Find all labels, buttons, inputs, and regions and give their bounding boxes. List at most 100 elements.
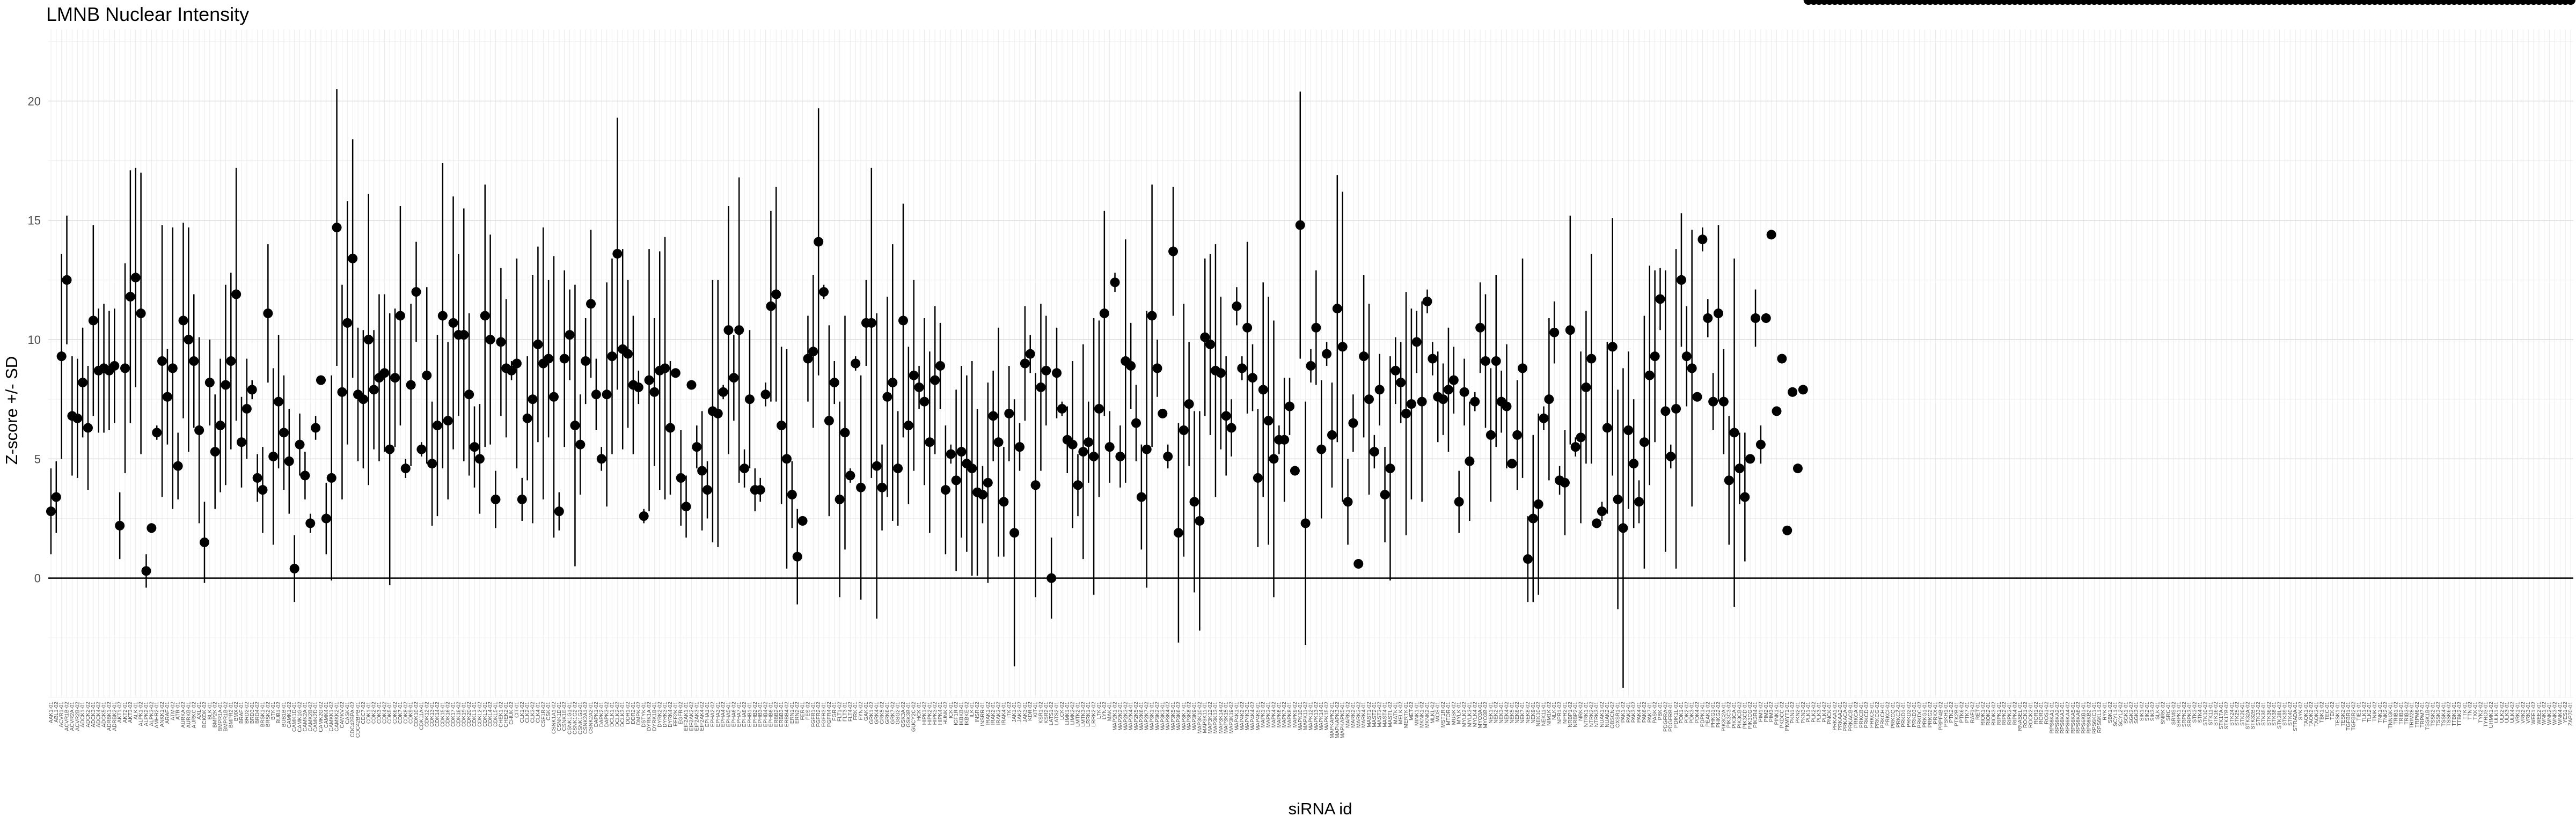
x-tick-label: BRD2-02 xyxy=(244,702,250,724)
data-point xyxy=(1380,490,1390,500)
x-tick-label: OBSCN-02 xyxy=(1610,702,1616,729)
x-tick-label: SIK2-01 xyxy=(2145,702,2150,722)
x-tick-label: CDK16-02 xyxy=(445,702,451,727)
x-tick-label: EGFR-02 xyxy=(678,702,684,725)
x-tick-label: MYO3A-01 xyxy=(1477,702,1483,729)
x-tick-label: ADCK1-01 xyxy=(80,702,86,727)
data-point xyxy=(268,451,279,461)
data-point xyxy=(1253,473,1263,483)
x-tick-label: STK36-02 xyxy=(2266,702,2272,726)
x-tick-label: PINK1-01 xyxy=(1774,702,1780,725)
x-tick-label: CAMKK2-01 xyxy=(334,702,340,732)
data-point xyxy=(1094,403,1104,414)
x-tick-label: NTRK2-02 xyxy=(1589,702,1594,727)
data-point xyxy=(1491,356,1501,366)
x-tick-label: INSRR-01 xyxy=(980,702,986,726)
x-tick-label: CDK1-01 xyxy=(366,702,372,724)
x-tick-label: SRPK2-02 xyxy=(2182,702,2187,727)
x-tick-label: PDGFRB-01 xyxy=(1668,702,1674,732)
x-tick-label: ABL1-02 xyxy=(54,702,60,723)
data-point xyxy=(141,566,151,576)
x-tick-label: RIPK3-01 xyxy=(2007,702,2013,725)
data-point xyxy=(1613,494,1623,504)
x-tick-label: MAP2K4-01 xyxy=(1128,702,1134,731)
data-point xyxy=(480,311,490,321)
data-point xyxy=(1718,396,1729,407)
data-point xyxy=(670,368,680,378)
data-point xyxy=(872,461,882,471)
data-point xyxy=(1549,327,1560,337)
x-tick-label: MAP3K1-01 xyxy=(1150,702,1155,731)
data-point xyxy=(1644,370,1655,380)
data-point xyxy=(596,454,606,464)
data-point xyxy=(1285,401,1295,411)
data-point xyxy=(946,449,956,459)
x-tick-label: IRAK2-01 xyxy=(991,702,997,725)
data-point xyxy=(1089,451,1099,461)
data-point xyxy=(1364,394,1374,404)
x-tick-label: DDR2-01 xyxy=(631,702,636,724)
data-point xyxy=(771,289,781,299)
x-tick-label: PRKCG-02 xyxy=(1875,702,1880,729)
x-tick-label: DYRK1B-01 xyxy=(652,702,657,731)
data-point xyxy=(1782,525,1792,535)
x-tick-label: CSNK2A1-02 xyxy=(583,702,589,734)
x-tick-label: CDK11A-01 xyxy=(419,702,425,730)
x-tick-label: TYK2-02 xyxy=(2478,702,2484,723)
x-tick-label: TIE1-01 xyxy=(2357,702,2362,721)
data-point xyxy=(311,423,321,433)
data-point xyxy=(660,363,670,373)
data-point xyxy=(1761,313,1771,323)
data-point xyxy=(162,392,172,402)
data-point xyxy=(1417,396,1427,407)
data-point xyxy=(681,502,691,512)
data-point xyxy=(686,380,697,390)
x-tick-label: CDK10-02 xyxy=(414,702,420,727)
x-tick-label: BUB1B-01 xyxy=(281,702,287,727)
x-tick-label: LATS2-01 xyxy=(1054,702,1060,726)
x-tick-label: MAPK9-02 xyxy=(1292,702,1298,728)
x-tick-label: CDK3-01 xyxy=(376,702,382,724)
x-tick-label: BUB1-02 xyxy=(276,702,282,724)
chart-title: LMNB Nuclear Intensity xyxy=(46,3,250,25)
x-tick-label: NUAK2-01 xyxy=(1605,702,1611,727)
data-point xyxy=(1004,408,1014,418)
data-point xyxy=(734,325,744,335)
x-tick-label: RIOK3-02 xyxy=(1991,702,1997,726)
data-point xyxy=(385,444,395,454)
x-tick-label: RET-01 xyxy=(1975,702,1981,720)
data-point xyxy=(1777,354,1787,364)
x-tick-label: DCLK1-01 xyxy=(609,702,615,727)
x-tick-label: MAP4K2-02 xyxy=(1239,702,1245,731)
data-point xyxy=(1629,459,1639,469)
x-tick-label: MAST3-02 xyxy=(1377,702,1383,727)
x-tick-label: CHUK-02 xyxy=(509,702,515,725)
data-point xyxy=(866,318,876,328)
x-tick-label: MASTL-02 xyxy=(1387,702,1393,727)
data-point xyxy=(507,365,517,376)
data-point xyxy=(173,461,183,471)
data-point xyxy=(1576,432,1586,443)
data-point xyxy=(914,382,924,392)
x-tick-label: TAOK3-01 xyxy=(2314,702,2320,727)
x-tick-label: GRK5-02 xyxy=(880,702,885,724)
data-point xyxy=(1115,451,1125,461)
data-point xyxy=(289,563,299,573)
data-point xyxy=(740,464,750,474)
data-point xyxy=(1485,430,1496,440)
data-point xyxy=(395,311,405,321)
x-tick-label: CSNK1A1-02 xyxy=(551,702,557,734)
x-tick-label: AMHR2-01 xyxy=(154,702,160,729)
x-tick-label: STK24-01 xyxy=(2229,702,2235,726)
x-tick-label: DAPK3-02 xyxy=(604,702,610,727)
x-tick-label: PRKCA-02 xyxy=(1853,702,1859,728)
x-tick-label: EIF2AK3-01 xyxy=(694,702,700,731)
data-point xyxy=(1798,385,1808,395)
x-tick-label: PDK2-02 xyxy=(1684,702,1690,724)
x-tick-label: STK35-01 xyxy=(2261,702,2267,726)
data-point xyxy=(46,506,56,517)
x-tick-label: ACVR2B-02 xyxy=(75,702,80,731)
x-tick-label: MAPKAPK3-02 xyxy=(1335,702,1341,739)
data-point xyxy=(443,416,453,426)
x-tick-label: ROS1-02 xyxy=(2044,702,2050,724)
